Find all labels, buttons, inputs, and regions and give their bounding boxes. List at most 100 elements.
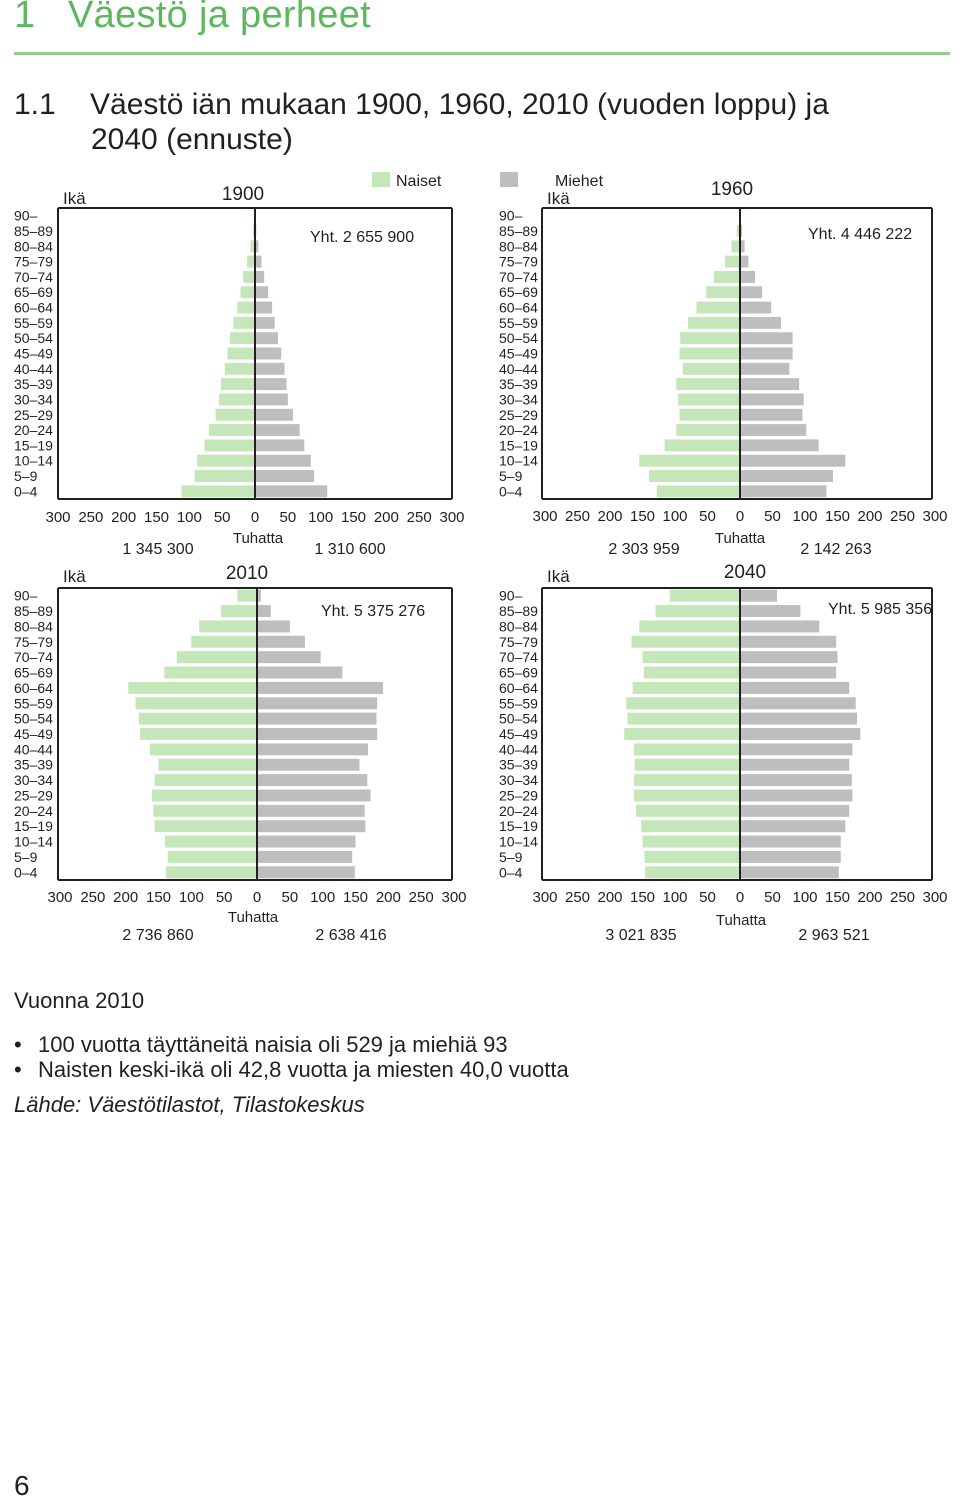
x-tick-label: 0 [736,508,744,525]
age-tick-label: 85–89 [14,603,53,619]
bar-women-8 [627,712,740,725]
age-tick-label: 65–69 [14,665,53,681]
bar-women-10 [634,743,740,756]
age-tick-label: 20–24 [14,422,53,438]
age-tick-label: 45–49 [499,346,538,362]
bar-men-10 [255,362,285,375]
bar-men-6 [740,681,850,694]
bar-men-9 [257,728,378,740]
x-tick-label: 100 [310,889,335,906]
bar-men-5 [257,666,343,679]
age-tick-label: 75–79 [14,634,53,650]
age-tick-label: 40–44 [14,361,53,377]
bar-men-6 [740,301,772,314]
bar-men-17 [257,850,353,863]
bar-men-2 [257,620,290,633]
age-tick-label: 70–74 [14,269,53,285]
men-total: 2 963 521 [798,927,869,944]
age-tick-label: 10–14 [14,453,53,469]
age-tick-label: 5–9 [499,468,523,484]
bar-women-6 [128,681,257,694]
age-tick-label: 30–34 [14,391,53,407]
age-tick-label: 55–59 [499,315,538,331]
bar-men-10 [740,743,853,756]
age-tick-label: 60–64 [14,300,53,316]
bar-women-8 [230,332,255,345]
age-tick-label: 65–69 [14,284,53,300]
x-tick-label: 50 [281,889,298,906]
bar-women-14 [209,424,255,437]
age-tick-label: 20–24 [499,422,538,438]
x-tick-label: 200 [113,889,138,906]
age-tick-label: 50–54 [14,711,53,727]
bar-women-18 [181,485,255,498]
bar-women-16 [639,454,740,467]
bar-men-11 [257,758,360,771]
bar-women-11 [676,378,740,391]
bar-women-5 [240,286,255,299]
bar-men-7 [255,316,275,329]
bar-men-13 [740,789,853,802]
bar-men-3 [255,255,262,268]
x-tick-label: 300 [45,509,70,526]
bar-women-2 [639,620,740,633]
bar-men-1 [257,605,271,618]
population-pyramids-figure: 90–85–8980–8475–7970–7465–6960–6455–5950… [14,172,948,944]
x-tick-label: 100 [792,508,817,525]
bar-men-16 [257,835,356,848]
bar-men-0 [740,589,778,602]
bar-men-3 [740,255,749,268]
x-tick-label: 150 [343,889,368,906]
age-tick-label: 25–29 [14,787,53,803]
bar-women-4 [176,651,257,664]
x-tick-label: 300 [532,889,557,906]
age-tick-label: 40–44 [499,361,538,377]
x-tick-label: 100 [177,509,202,526]
age-tick-label: 15–19 [14,437,53,453]
bar-women-13 [634,789,740,802]
x-tick-label: 50 [699,508,716,525]
age-tick-label: 80–84 [14,618,53,634]
bar-men-12 [255,393,288,406]
age-tick-label: 75–79 [14,254,53,270]
bar-men-7 [740,697,856,710]
bar-women-10 [149,743,257,756]
page-number: 6 [14,1470,30,1501]
x-tick-label: 200 [111,509,136,526]
bar-women-10 [682,362,740,375]
bar-women-9 [624,728,740,740]
bar-women-1 [655,605,740,618]
bar-men-3 [257,635,305,648]
bar-women-14 [676,424,740,437]
men-total: 1 310 600 [314,541,385,558]
age-tick-label: 20–24 [499,803,538,819]
bar-women-2 [199,620,257,633]
age-tick-label: 90– [14,588,38,604]
age-tick-label: 85–89 [499,603,538,619]
x-tick-label: 200 [857,889,882,906]
age-tick-label: 10–14 [499,453,538,469]
notes-list: • 100 vuotta täyttäneitä naisia oli 529 j… [14,1032,569,1082]
age-tick-label: 90– [499,588,523,604]
bar-women-17 [194,470,255,482]
source-note: Lähde: Väestötilastot, Tilastokeskus [14,1092,365,1117]
age-tick-label: 85–89 [14,223,53,239]
age-tick-label: 90– [14,208,38,224]
notes-item-text: 100 vuotta täyttäneitä naisia oli 529 ja… [38,1032,508,1057]
x-tick-label: 150 [146,889,171,906]
notes-item-text: Naisten keski-ikä oli 42,8 vuotta ja mie… [38,1057,569,1082]
legend-swatch-miehet [500,172,518,187]
x-tick-label: 100 [662,508,687,525]
x-tick-label: 250 [565,508,590,525]
bar-men-2 [740,620,820,633]
bar-men-6 [255,301,273,314]
bar-women-16 [642,835,740,848]
x-tick-label: 300 [922,508,947,525]
bar-women-13 [679,408,740,421]
y-axis-label: Ikä [63,567,86,586]
bar-men-4 [740,270,755,283]
section-number: 1 [14,0,36,36]
x-axis-label: Tuhatta [228,909,279,926]
age-tick-label: 50–54 [14,330,53,346]
women-total: 2 303 959 [608,541,679,558]
